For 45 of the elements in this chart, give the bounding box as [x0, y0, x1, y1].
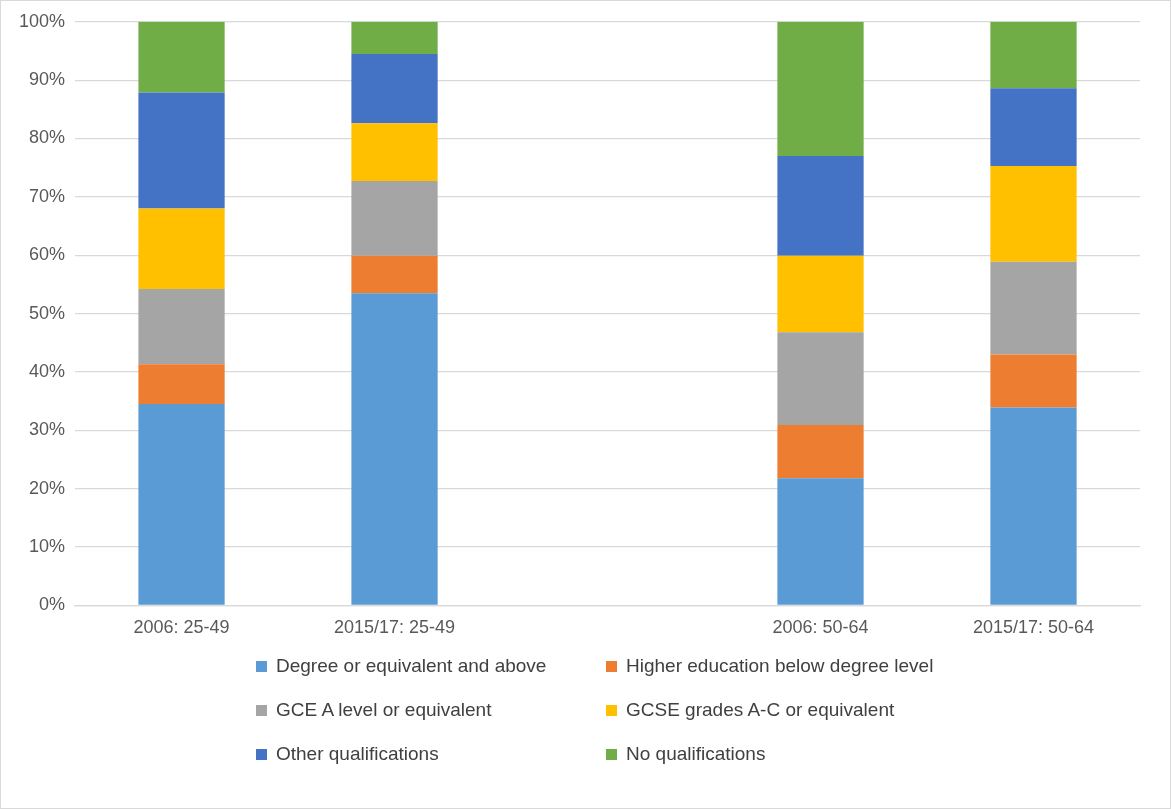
bar [777, 21, 864, 157]
y-tick-label: 20% [29, 477, 66, 498]
x-tick-label: 2015/17: 50-64 [972, 617, 1095, 638]
x-tick-label: 2006: 25-49 [133, 617, 230, 638]
x-tick-label: 2015/17: 25-49 [333, 617, 456, 638]
bar [138, 404, 225, 605]
bar [990, 165, 1077, 262]
legend-label: No qualifications [626, 743, 766, 765]
y-tick-label: 60% [29, 244, 66, 265]
bar [351, 21, 438, 54]
x-tick-label: 2006: 50-64 [772, 617, 869, 638]
y-tick-label: 50% [29, 302, 66, 323]
legend-label: Degree or equivalent and above [276, 655, 547, 677]
y-tick-label: 40% [29, 360, 66, 381]
y-tick-label: 80% [29, 127, 66, 148]
y-tick-label: 70% [29, 185, 66, 206]
legend-label: Higher education below degree level [626, 655, 934, 677]
y-tick-label: 0% [39, 594, 66, 615]
bar [777, 478, 864, 605]
legend-label: GCSE grades A-C or equivalent [626, 699, 895, 721]
bar [777, 332, 864, 426]
bar [990, 407, 1077, 605]
bar [990, 261, 1077, 355]
bar [777, 156, 864, 256]
bar [351, 181, 438, 256]
bar [990, 21, 1077, 89]
bar [138, 289, 225, 365]
bar [777, 425, 864, 479]
bar [138, 364, 225, 405]
bar [351, 53, 438, 124]
bar [990, 88, 1077, 166]
bar [138, 208, 225, 290]
bar [138, 92, 225, 209]
bar [351, 123, 438, 182]
bar [777, 255, 864, 333]
legend-label: GCE A level or equivalent [276, 699, 492, 721]
bar [351, 255, 438, 294]
bar [351, 293, 438, 605]
legend-label: Other qualifications [276, 743, 439, 765]
y-tick-label: 90% [29, 69, 66, 90]
y-tick-label: 30% [29, 419, 66, 440]
y-tick-label: 10% [29, 536, 66, 557]
y-tick-label: 100% [18, 10, 66, 31]
bar [138, 21, 225, 93]
bar [990, 354, 1077, 408]
